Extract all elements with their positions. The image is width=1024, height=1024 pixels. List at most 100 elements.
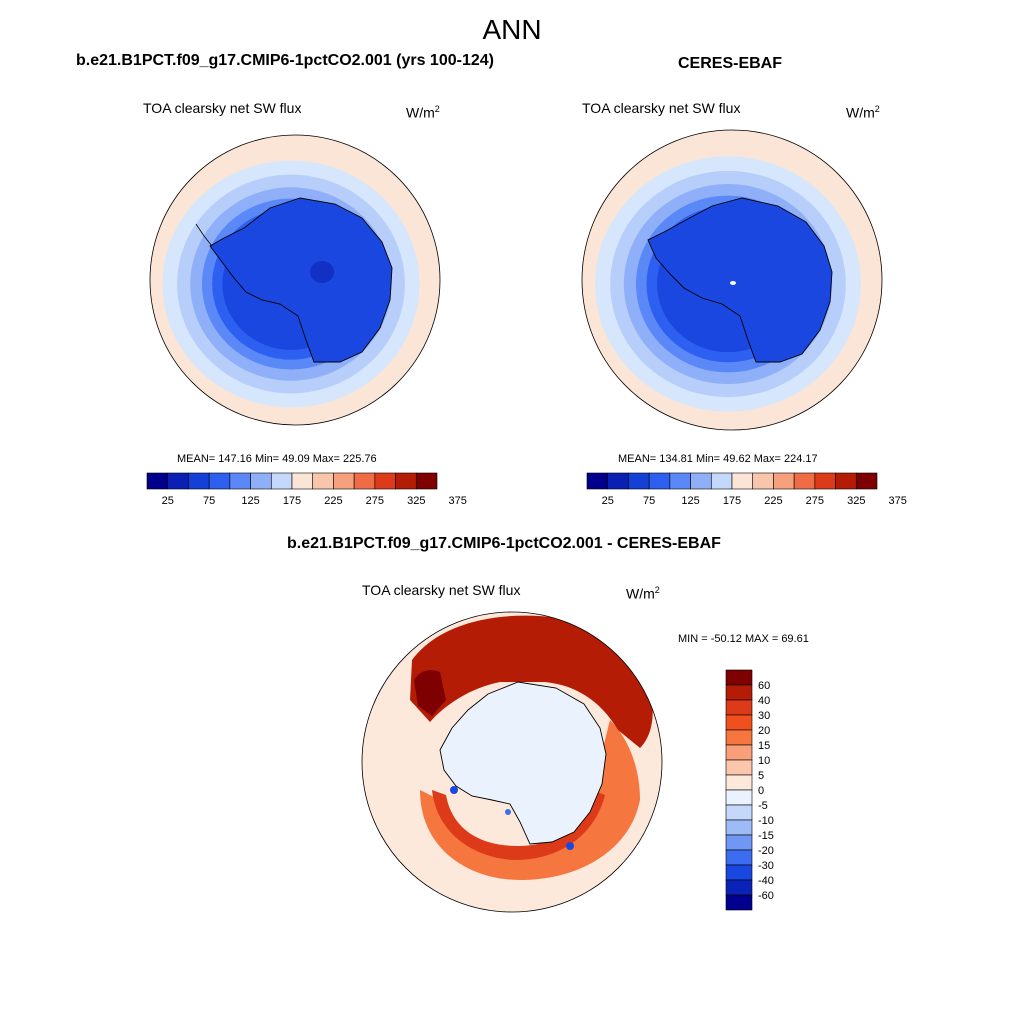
panel1-colorbar-tick-label: 125: [241, 495, 259, 507]
panel3-colorbar-tick-label: -5: [758, 800, 768, 812]
panel2-variable-title: TOA clearsky net SW flux: [582, 100, 741, 116]
main-title: ANN: [482, 14, 542, 45]
panel1-colorbar-swatch: [229, 472, 251, 490]
panel2-colorbar-tick-label: 75: [643, 495, 655, 507]
panel2-stats: MEAN= 134.81 Min= 49.62 Max= 224.17: [618, 453, 818, 465]
panel1-colorbar-swatch: [291, 472, 314, 490]
panel2-colorbar: 25 75 125 175 225 275 325 375: [586, 472, 907, 507]
panel3-colorbar-swatch: [725, 699, 753, 716]
panel1-colorbar-swatch: [374, 472, 396, 490]
panel2-colorbar-swatch: [648, 472, 671, 490]
panel3-case-title: b.e21.B1PCT.f09_g17.CMIP6-1pctCO2.001 - …: [287, 535, 721, 552]
panel3-negative-spot-a: [450, 786, 458, 794]
panel3-units: W/m2: [626, 585, 660, 602]
panel2-colorbar-swatch: [731, 472, 754, 490]
panel3-colorbar-swatch: [725, 759, 753, 776]
panel1-colorbar-tick-label: 25: [162, 495, 174, 507]
panel2-colorbar-tick-label: 275: [806, 495, 824, 507]
panel3-colorbar-tick-label: -15: [758, 830, 774, 842]
panel3-colorbar-swatch: [725, 744, 753, 761]
panel2-colorbar-swatch: [793, 472, 816, 490]
panel3-negative-spot-c: [505, 809, 511, 815]
panel2-antarctica-land: [647, 197, 833, 363]
panel2-colorbar-swatch: [835, 472, 857, 490]
panel3-colorbar-swatch: [725, 834, 753, 851]
panel1-colorbar-swatch: [167, 472, 189, 490]
panel3-colorbar-swatch: [725, 819, 753, 836]
panel3-colorbar-tick-label: 10: [758, 755, 770, 767]
panel1-colorbar-tick-label: 275: [366, 495, 384, 507]
panel3-colorbar-tick-label: 5: [758, 770, 764, 782]
panel1-colorbar-tick-label: 75: [203, 495, 215, 507]
panel1-colorbar-swatch: [415, 472, 438, 490]
panel3-antarctica-land: [439, 681, 607, 845]
panel3-colorbar-swatch: [725, 864, 753, 881]
panel1-colorbar: 25 75 125 175 225 275 325 375: [146, 472, 467, 507]
panel2-colorbar-tick-label: 225: [764, 495, 782, 507]
panel3-map-boundary: [361, 611, 663, 913]
panel2-colorbar-swatch: [752, 472, 774, 490]
panel1-case-title: b.e21.B1PCT.f09_g17.CMIP6-1pctCO2.001 (y…: [76, 52, 494, 69]
panel1-colorbar-swatch: [333, 472, 355, 490]
panel2-colorbar-swatch: [607, 472, 629, 490]
panel1-colorbar-tick-label: 175: [283, 495, 301, 507]
panel1-variable-title: TOA clearsky net SW flux: [143, 100, 302, 116]
panel1-colorbar-tick-label: 375: [449, 495, 467, 507]
panel2-colorbar-swatch: [628, 472, 650, 490]
panel1-colorbar-swatch: [208, 472, 231, 490]
panel3-variable-title: TOA clearsky net SW flux: [362, 582, 521, 598]
panel2-colorbar-tick-label: 125: [681, 495, 699, 507]
panel2-pole-missing: [730, 281, 736, 285]
panel3-colorbar-tick-label: 0: [758, 785, 764, 797]
panel2-colorbar-swatch: [773, 472, 795, 490]
panel3-colorbar-tick-label: -20: [758, 845, 774, 857]
panel2-colorbar-tick-label: 175: [723, 495, 741, 507]
panel3-colorbar-tick-label: 60: [758, 680, 770, 692]
panel1-stats: MEAN= 147.16 Min= 49.09 Max= 225.76: [177, 453, 377, 465]
panel3-negative-spot-b: [566, 842, 574, 850]
panel2-colorbar-tick-label: 25: [602, 495, 614, 507]
panel1-colorbar-swatch: [353, 472, 376, 490]
panel1-colorbar-tick-label: 325: [407, 495, 425, 507]
panel3-colorbar-swatch: [725, 669, 753, 686]
panel1-map: [150, 135, 440, 425]
panel3-colorbar-swatch: [725, 804, 753, 821]
panel3-colorbar-tick-label: -40: [758, 875, 774, 887]
panel3-colorbar-tick-label: -30: [758, 860, 774, 872]
panel3-pacific-positive-region: [410, 615, 653, 748]
panel1-map-boundary: [149, 134, 441, 426]
panel2-colorbar-swatch: [690, 472, 712, 490]
panel1-antarctica-land: [209, 197, 393, 363]
panel2-case-title: CERES-EBAF: [678, 55, 783, 72]
panel3-southern-ocean-inner: [432, 790, 605, 860]
panel3-colorbar-tick-label: -10: [758, 815, 774, 827]
panel2-colorbar-swatch: [586, 472, 609, 490]
panel3-colorbar-swatch: [725, 894, 753, 911]
panel2-colorbar-swatch: [814, 472, 836, 490]
panel3-colorbar-tick-label: 40: [758, 695, 770, 707]
panel3-ross-sea-peak: [414, 670, 446, 716]
panel1-colorbar-swatch: [146, 472, 169, 490]
panel3-colorbar: 60 40 30 20 15 10 5 0 -5 -10 -15 -20 -30 -40 -60: [725, 669, 774, 911]
panel2-colorbar-swatch: [669, 472, 691, 490]
panel3-colorbar-tick-label: 15: [758, 740, 770, 752]
panel3-colorbar-swatch: [725, 849, 753, 866]
panel1-units: W/m2: [406, 104, 440, 121]
panel2-colorbar-tick-label: 325: [847, 495, 865, 507]
panel2-units: W/m2: [846, 104, 880, 121]
panel3-map: [362, 612, 662, 912]
panel3-colorbar-tick-label: -60: [758, 890, 774, 902]
panel2-colorbar-swatch: [855, 472, 878, 490]
panel2-map: [582, 130, 882, 430]
panel3-colorbar-swatch: [725, 729, 753, 746]
panel3-stats: MIN = -50.12 MAX = 69.61: [678, 633, 809, 645]
panel1-colorbar-swatch: [270, 472, 293, 490]
panel3-colorbar-tick-label: 30: [758, 710, 770, 722]
panel3-colorbar-swatch: [725, 879, 753, 896]
panel1-plateau-minimum: [310, 261, 334, 283]
panel2-colorbar-tick-label: 375: [889, 495, 907, 507]
panel3-colorbar-tick-label: 20: [758, 725, 770, 737]
panel1-colorbar-swatch: [188, 472, 210, 490]
panel3-colorbar-swatch: [725, 789, 753, 806]
panel3-colorbar-swatch: [725, 774, 753, 791]
